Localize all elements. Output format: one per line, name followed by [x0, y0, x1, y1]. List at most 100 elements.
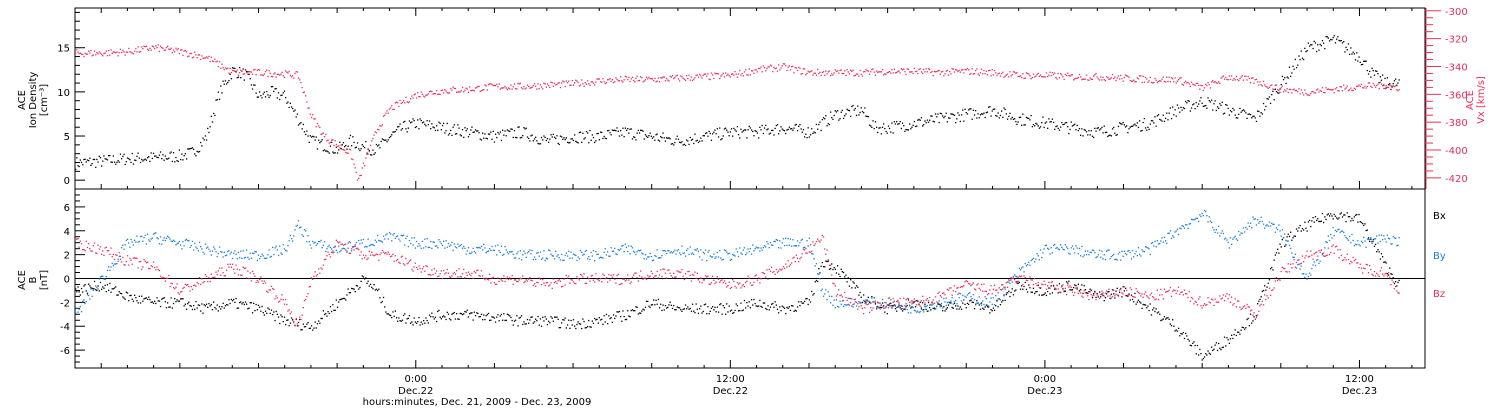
field-bx-point	[141, 295, 143, 297]
field-by-point	[1357, 240, 1359, 242]
field-bx-point	[402, 314, 405, 317]
velocity-x-point	[938, 69, 940, 72]
field-bx-point	[290, 317, 293, 319]
field-bx-point	[176, 299, 178, 301]
field-by-point	[633, 250, 635, 252]
field-by-point	[1336, 230, 1338, 233]
velocity-x-point	[1063, 78, 1065, 81]
ion-density-point	[203, 139, 205, 141]
ion-density-point	[629, 128, 631, 130]
ion-density-point	[105, 158, 107, 160]
field-by-point	[1050, 247, 1052, 249]
velocity-x-point	[1291, 92, 1293, 94]
field-bz-point	[83, 249, 85, 251]
field-bx-point	[774, 301, 776, 303]
field-by-point	[894, 304, 897, 306]
field-bx-point	[826, 260, 828, 263]
velocity-x-point	[168, 48, 170, 50]
ion-density-point	[1208, 100, 1210, 102]
field-bx-point	[551, 317, 553, 319]
field-bx-point	[135, 297, 137, 299]
velocity-x-point	[211, 60, 214, 62]
field-bz-point	[364, 257, 366, 259]
field-by-point	[1323, 252, 1325, 254]
ion-density-point	[388, 136, 391, 139]
ion-density-point	[813, 131, 815, 133]
ion-density-point	[419, 118, 421, 120]
velocity-x-point	[128, 47, 130, 50]
field-bx-point	[452, 312, 454, 315]
ion-density-point	[1291, 72, 1293, 74]
field-by-point	[551, 255, 553, 257]
field-bz-point	[143, 259, 145, 261]
ion-density-point	[1290, 75, 1292, 77]
velocity-x-point	[1129, 79, 1131, 82]
field-by-point	[369, 244, 372, 246]
field-bx-point	[358, 288, 360, 290]
field-bx-point	[352, 288, 354, 290]
field-by-point	[758, 247, 760, 249]
field-bx-point	[314, 321, 316, 323]
velocity-x-point	[647, 78, 649, 80]
ion-density-point	[807, 127, 809, 129]
field-by-point	[811, 253, 813, 255]
field-bz-point	[405, 257, 407, 260]
field-by-point	[1338, 228, 1340, 230]
ion-density-point	[1146, 129, 1148, 131]
velocity-x-point	[769, 64, 772, 66]
field-by-point	[808, 237, 810, 239]
ion-density-point	[150, 152, 152, 154]
field-by-point	[136, 235, 138, 237]
field-by-point	[1371, 242, 1373, 244]
ion-density-point	[129, 159, 131, 161]
velocity-x-point	[666, 77, 668, 80]
field-bx-point	[1069, 289, 1071, 291]
velocity-x-point	[990, 75, 992, 77]
field-by-point	[657, 257, 659, 259]
velocity-x-point	[1253, 82, 1255, 84]
field-bx-point	[241, 303, 243, 305]
field-bz-point	[358, 249, 360, 251]
field-bx-point	[394, 310, 396, 312]
field-by-point	[997, 298, 999, 300]
velocity-x-point	[1264, 84, 1266, 86]
field-by-point	[571, 257, 573, 259]
field-bx-point	[243, 303, 245, 306]
ion-density-point	[136, 155, 138, 158]
field-bx-point	[657, 298, 659, 301]
field-bx-point	[930, 309, 932, 311]
velocity-x-point	[903, 68, 905, 70]
velocity-x-point	[320, 133, 322, 135]
field-by-point	[745, 254, 747, 256]
ion-density-point	[1091, 135, 1094, 137]
field-by-point	[425, 246, 427, 248]
field-bz-point	[79, 240, 81, 242]
velocity-x-point	[1044, 76, 1046, 78]
ion-density-point	[945, 112, 947, 114]
ion-density-point	[247, 71, 249, 73]
field-by-point	[1103, 254, 1105, 256]
field-bx-point	[198, 304, 201, 307]
ion-density-point	[1316, 50, 1318, 53]
ion-density-point	[102, 160, 104, 162]
field-bx-point	[1203, 356, 1206, 358]
field-by-point	[713, 253, 715, 255]
field-by-point	[611, 250, 613, 252]
ion-density-point	[393, 131, 395, 133]
field-by-point	[104, 278, 106, 280]
field-bx-point	[197, 304, 199, 306]
field-by-point	[798, 245, 800, 247]
field-bx-point	[894, 308, 897, 310]
velocity-x-point	[783, 63, 786, 65]
density-velocity-panel: 051015-300-320-340-360-380-400-420ACEIon…	[17, 7, 1487, 190]
field-bx-point	[827, 260, 829, 262]
field-bx-point	[1115, 290, 1117, 292]
ion-density-point	[161, 158, 163, 160]
velocity-x-point	[411, 95, 413, 97]
field-by-point	[942, 307, 944, 309]
velocity-x-point	[1363, 87, 1365, 89]
velocity-x-point	[260, 74, 262, 76]
field-by-point	[725, 249, 727, 252]
field-by-point	[1330, 233, 1332, 236]
velocity-x-point	[871, 68, 873, 71]
